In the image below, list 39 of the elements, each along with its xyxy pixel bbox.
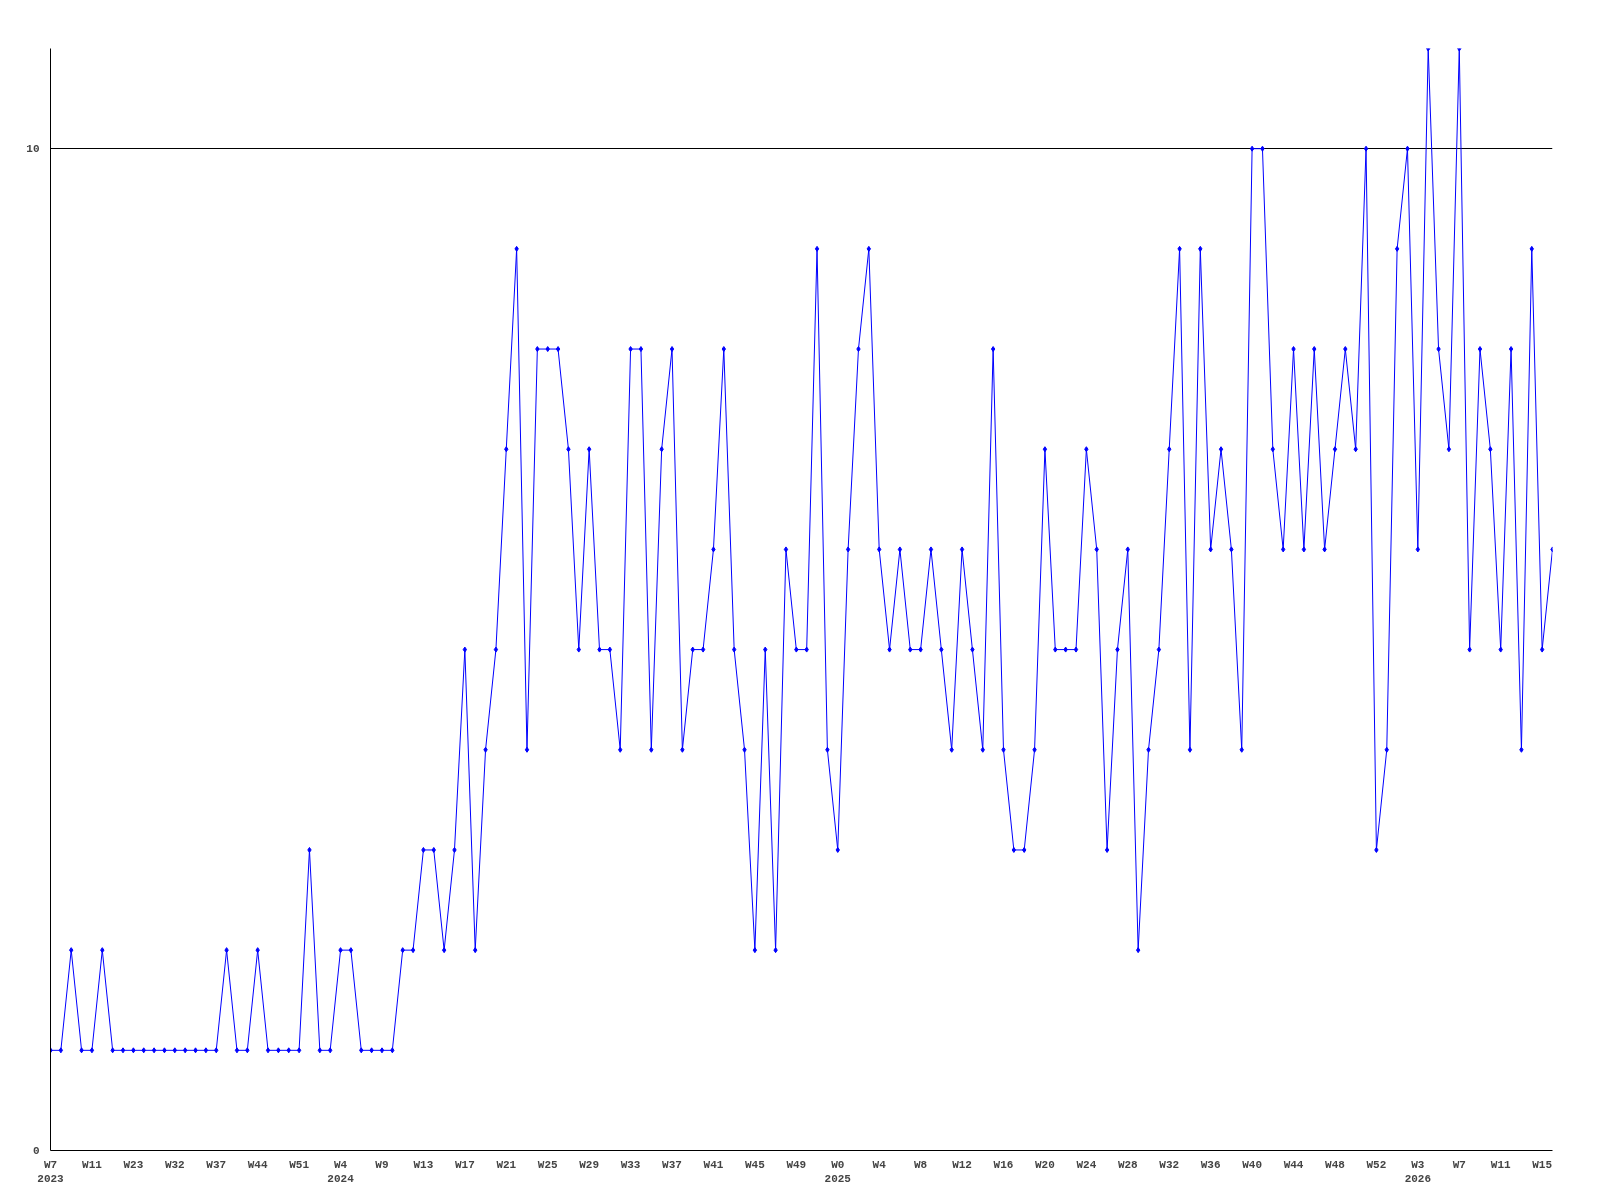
x-tick-label: W36 — [1200, 1158, 1221, 1171]
x-tick-label: W32 — [164, 1158, 185, 1171]
x-tick-label: W23 — [123, 1158, 144, 1171]
x-tick-label: W3 2026 — [1404, 1158, 1432, 1185]
x-tick-label: W32 — [1159, 1158, 1180, 1171]
x-tick-label: W28 — [1117, 1158, 1139, 1171]
y-tick-label: 0 — [32, 1145, 40, 1157]
x-tick-label: W41 — [703, 1158, 724, 1171]
x-tick-label: W11 — [82, 1158, 103, 1171]
x-tick-label: W45 — [744, 1158, 766, 1171]
y-tick-label: 10 — [26, 143, 40, 156]
x-tick-label: W48 — [1325, 1158, 1346, 1171]
x-tick-label: W20 — [1035, 1158, 1055, 1171]
x-tick-label: W40 — [1242, 1158, 1263, 1171]
x-tick-label: W7 — [1452, 1158, 1466, 1171]
x-tick-label: W52 — [1366, 1158, 1387, 1171]
x-tick-label: W29 — [579, 1158, 600, 1171]
x-tick-label: W13 — [413, 1158, 434, 1171]
x-tick-label: W4 2024 — [327, 1158, 355, 1185]
x-tick-label: W15 — [1532, 1158, 1553, 1171]
x-tick-label: W33 — [620, 1158, 641, 1171]
x-tick-label: W8 — [914, 1158, 928, 1171]
x-tick-label: W11 — [1490, 1158, 1512, 1171]
x-tick-label: W51 — [289, 1158, 310, 1171]
x-tick-label: W25 — [537, 1158, 559, 1171]
x-tick-label: W44 — [247, 1158, 268, 1171]
x-tick-label: W12 — [952, 1158, 972, 1171]
x-tick-label: W0 2025 — [824, 1158, 852, 1185]
x-tick-label: W49 — [786, 1158, 807, 1171]
x-tick-label: W17 — [454, 1158, 475, 1171]
x-tick-label: W4 — [872, 1158, 887, 1171]
x-tick-label: W16 — [993, 1158, 1014, 1171]
x-tick-label: W7 2023 — [37, 1158, 65, 1185]
x-tick-label: W24 — [1076, 1158, 1097, 1171]
x-tick-label: W21 — [496, 1158, 517, 1171]
x-tick-label: W9 — [375, 1158, 389, 1171]
x-tick-label: W37 — [206, 1158, 227, 1171]
x-tick-label: W44 — [1283, 1158, 1304, 1171]
x-tick-label: W37 — [662, 1158, 682, 1171]
